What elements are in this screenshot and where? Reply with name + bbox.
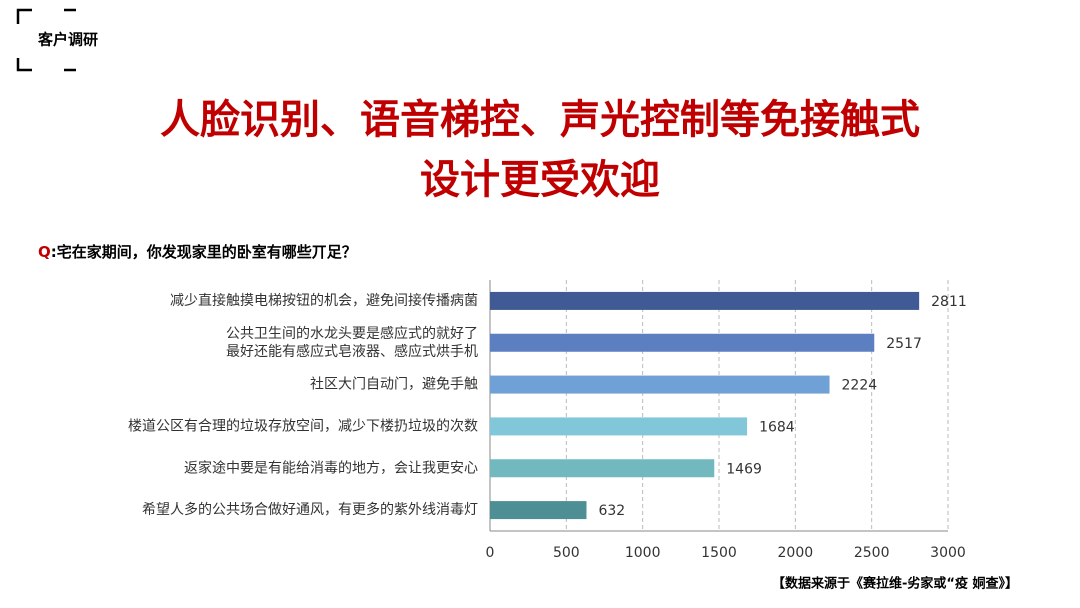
- question-text: :宅在家期间，你发现家里的卧室有哪些丌足？: [51, 243, 357, 261]
- tag: 客户调研: [37, 31, 98, 49]
- bar: [490, 417, 748, 436]
- y-tick-label: 公共卫生间的水龙头要是感应式的就好了最好还能有感应式皂液器、感应式烘手机: [226, 325, 478, 360]
- y-tick-label-line: 公共卫生间的水龙头要是感应式的就好了: [226, 325, 478, 342]
- x-tick-label: 3000: [930, 545, 966, 561]
- y-tick-label: 希望人多的公共场合做好通风，有更多的紫外线消毒灯: [142, 501, 478, 518]
- y-tick-label-line: 最好还能有感应式皂液器、感应式烘手机: [226, 343, 478, 360]
- value-label: 2517: [886, 336, 922, 352]
- x-tick-label: 500: [553, 545, 580, 561]
- y-tick-label: 减少直接触摸电梯按钮的机会，避免间接传播病菌: [170, 292, 478, 309]
- y-tick-label: 社区大门自动门，避免手触: [310, 377, 478, 393]
- x-tick-label: 2500: [854, 545, 890, 561]
- x-tick-label: 2000: [778, 545, 814, 561]
- title-line: 设计更受欢迎: [420, 157, 660, 203]
- y-tick-label: 返家途中要是有能给消毒的地方，会让我更安心: [184, 459, 478, 476]
- title-line: 人脸识别、语音梯控、声光控制等免接触式: [160, 97, 920, 143]
- value-label: 1684: [759, 419, 795, 435]
- value-label: 1469: [726, 461, 762, 477]
- question-prefix: Q: [38, 243, 51, 261]
- y-tick-label: 楼道公区有合理的垃圾存放空间，减少下楼扔垃圾的次数: [128, 418, 478, 434]
- tag-bracket: [16, 8, 76, 72]
- source: 【数据来源于《赛拉维-劣家或“疫 姛查》】: [772, 576, 1018, 592]
- bar: [490, 375, 830, 394]
- value-label: 2811: [931, 294, 967, 310]
- bar: [490, 459, 715, 478]
- bar: [490, 501, 587, 520]
- bar: [490, 333, 875, 352]
- question: Q:宅在家期间，你发现家里的卧室有哪些丌足？: [38, 243, 357, 261]
- x-tick-label: 1500: [701, 545, 737, 561]
- x-tick-label: 0: [486, 545, 495, 561]
- x-tick-label: 1000: [625, 545, 661, 561]
- bar: [490, 291, 920, 310]
- value-label: 2224: [842, 378, 878, 394]
- value-label: 632: [598, 503, 625, 519]
